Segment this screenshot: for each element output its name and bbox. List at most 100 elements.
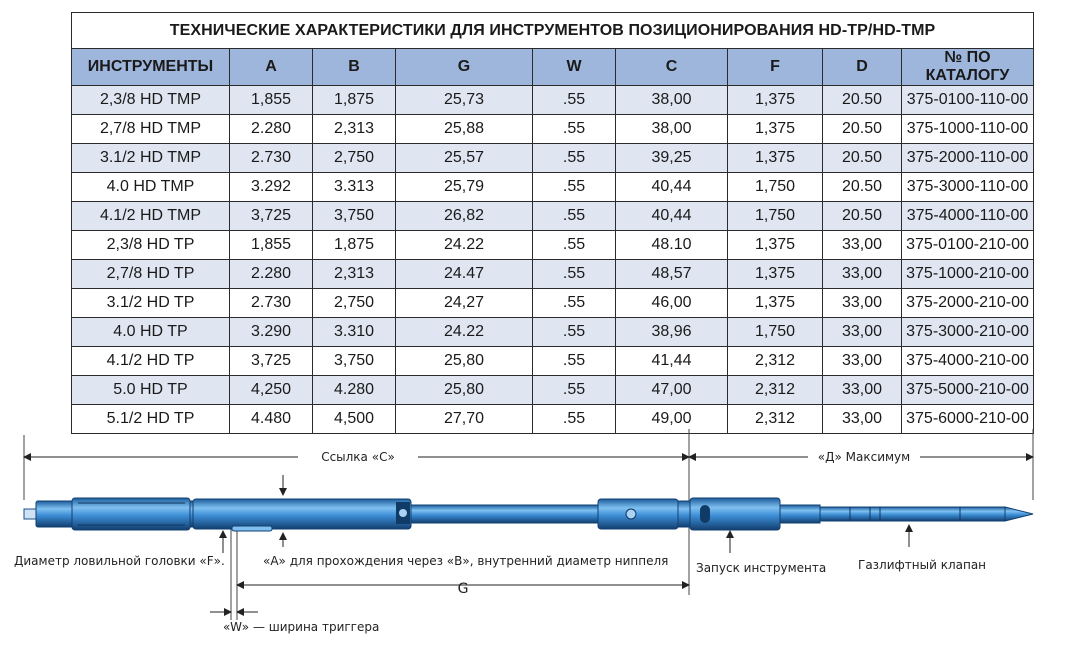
table-cell: 4.0 HD TP <box>71 317 230 347</box>
table-row: 2,3/8 HD TP 1,855 1,875 24.22.55 48.10 1,375 3… <box>71 230 1035 260</box>
label-c: Ссылка «С» <box>321 450 395 464</box>
column-header: W <box>532 48 616 86</box>
table-cell: 33,00 <box>822 346 902 376</box>
table-row: 4.0 HD TP 3.290 3.310 24.22.55 38,96 1,750 33,… <box>71 317 1035 347</box>
table-cell: 38,00 <box>615 85 728 115</box>
label-d: «Д» Максимум <box>818 450 910 464</box>
table-row: 4.1/2 HD TMP 3,725 3,750 26,82.55 40,44 1,750… <box>71 201 1035 231</box>
table-cell: 38,96 <box>615 317 728 347</box>
table-cell: 25,57 <box>395 143 533 173</box>
table-cell: 41,44 <box>615 346 728 376</box>
table-cell: 1,375 <box>727 114 823 144</box>
table-cell: 2.280 <box>229 114 313 144</box>
table-cell: 33,00 <box>822 317 902 347</box>
table-cell: 40,44 <box>615 201 728 231</box>
table-cell: 25,88 <box>395 114 533 144</box>
table-cell: 2,3/8 HD TMP <box>71 85 230 115</box>
table-cell: 47,00 <box>615 375 728 405</box>
table-cell: 375-2000-210-00 <box>900 288 1035 318</box>
tool-diagram: Ссылка «С» «Д» Максимум Диаметр ловильно… <box>14 429 1034 634</box>
table-cell: 48.10 <box>615 230 728 260</box>
table-cell: 3,750 <box>312 346 396 376</box>
table-cell: 5.0 HD TP <box>71 375 230 405</box>
table-cell: 4.280 <box>312 375 396 405</box>
table-cell: 20.50 <box>822 114 902 144</box>
table-cell: 4.0 HD TMP <box>71 172 230 202</box>
table-cell: 24.22 <box>395 230 533 260</box>
table-cell: 38,00 <box>615 114 728 144</box>
table-cell: .55 <box>532 288 616 318</box>
spec-table: ТЕХНИЧЕСКИЕ ХАРАКТЕРИСТИКИ ДЛЯ ИНСТРУМЕН… <box>70 12 1035 434</box>
table-row: 3.1/2 HD TP 2.730 2,750 24,27.55 46,00 1,375 3… <box>71 288 1035 318</box>
table-cell: 3.1/2 HD TMP <box>71 143 230 173</box>
column-header: D <box>822 48 902 86</box>
table-cell: .55 <box>532 404 616 434</box>
table-cell: 24.47 <box>395 259 533 289</box>
table-cell: 375-3000-110-00 <box>900 172 1035 202</box>
column-header: ИНСТРУМЕНТЫ <box>71 48 230 86</box>
table-cell: 1,875 <box>312 85 396 115</box>
table-cell: 2.280 <box>229 259 313 289</box>
table-cell: 20.50 <box>822 143 902 173</box>
table-cell: .55 <box>532 317 616 347</box>
table-cell: 4.1/2 HD TMP <box>71 201 230 231</box>
label-valve: Газлифтный клапан <box>858 558 986 572</box>
table-cell: .55 <box>532 114 616 144</box>
column-header: F <box>727 48 823 86</box>
table-cell: 25,80 <box>395 375 533 405</box>
table-cell: 33,00 <box>822 404 902 434</box>
table-cell: 2,313 <box>312 114 396 144</box>
table-cell: 1,750 <box>727 201 823 231</box>
table-cell: 375-6000-210-00 <box>900 404 1035 434</box>
table-cell: 33,00 <box>822 375 902 405</box>
table-cell: 2,3/8 HD TP <box>71 230 230 260</box>
table-body: 2,3/8 HD TMP 1,855 1,875 25,73.55 38,00 1,375… <box>71 85 1035 434</box>
table-cell: 1,375 <box>727 230 823 260</box>
table-row: 2,7/8 HD TP 2.280 2,313 24.47.55 48,57 1,375 3… <box>71 259 1035 289</box>
table-cell: .55 <box>532 259 616 289</box>
label-w: «W» — ширина триггера <box>223 620 379 634</box>
table-cell: 2,750 <box>312 288 396 318</box>
table-cell: 1,375 <box>727 143 823 173</box>
table-cell: 375-1000-210-00 <box>900 259 1035 289</box>
table-cell: 2.730 <box>229 143 313 173</box>
label-a: «А» для прохождения через «В», внутренни… <box>263 554 668 568</box>
table-cell: 1,855 <box>229 230 313 260</box>
table-cell: 3.292 <box>229 172 313 202</box>
table-cell: .55 <box>532 201 616 231</box>
table-cell: 1,750 <box>727 172 823 202</box>
table-cell: 25,73 <box>395 85 533 115</box>
table-cell: .55 <box>532 85 616 115</box>
table-cell: 375-3000-210-00 <box>900 317 1035 347</box>
table-cell: .55 <box>532 143 616 173</box>
table-cell: .55 <box>532 346 616 376</box>
column-header: C <box>615 48 728 86</box>
table-cell: 46,00 <box>615 288 728 318</box>
table-cell: 33,00 <box>822 259 902 289</box>
table-cell: 33,00 <box>822 288 902 318</box>
table-cell: 375-4000-110-00 <box>900 201 1035 231</box>
table-cell: 2,7/8 HD TMP <box>71 114 230 144</box>
table-cell: 4,250 <box>229 375 313 405</box>
table-cell: 1,855 <box>229 85 313 115</box>
table-cell: 3,725 <box>229 201 313 231</box>
table-cell: 2,312 <box>727 404 823 434</box>
table-cell: 3,750 <box>312 201 396 231</box>
table-row: 2,7/8 HD TMP 2.280 2,313 25,88.55 38,00 1,375… <box>71 114 1035 144</box>
table-cell: .55 <box>532 172 616 202</box>
label-g: G <box>458 581 469 597</box>
table-row: 5.1/2 HD TP 4.480 4,500 27,70.55 49,00 2,312 3… <box>71 404 1035 434</box>
label-f: Диаметр ловильной головки «F». <box>14 554 225 568</box>
table-cell: 2,313 <box>312 259 396 289</box>
table-cell: 49,00 <box>615 404 728 434</box>
table-cell: 24,27 <box>395 288 533 318</box>
table-cell: 3,725 <box>229 346 313 376</box>
table-cell: .55 <box>532 230 616 260</box>
table-cell: 375-2000-110-00 <box>900 143 1035 173</box>
table-cell: 5.1/2 HD TP <box>71 404 230 434</box>
table-cell: 1,875 <box>312 230 396 260</box>
table-cell: .55 <box>532 375 616 405</box>
table-cell: 3.313 <box>312 172 396 202</box>
table-row: 4.0 HD TMP 3.292 3.313 25,79.55 40,44 1,750 20… <box>71 172 1035 202</box>
table-cell: 20.50 <box>822 172 902 202</box>
